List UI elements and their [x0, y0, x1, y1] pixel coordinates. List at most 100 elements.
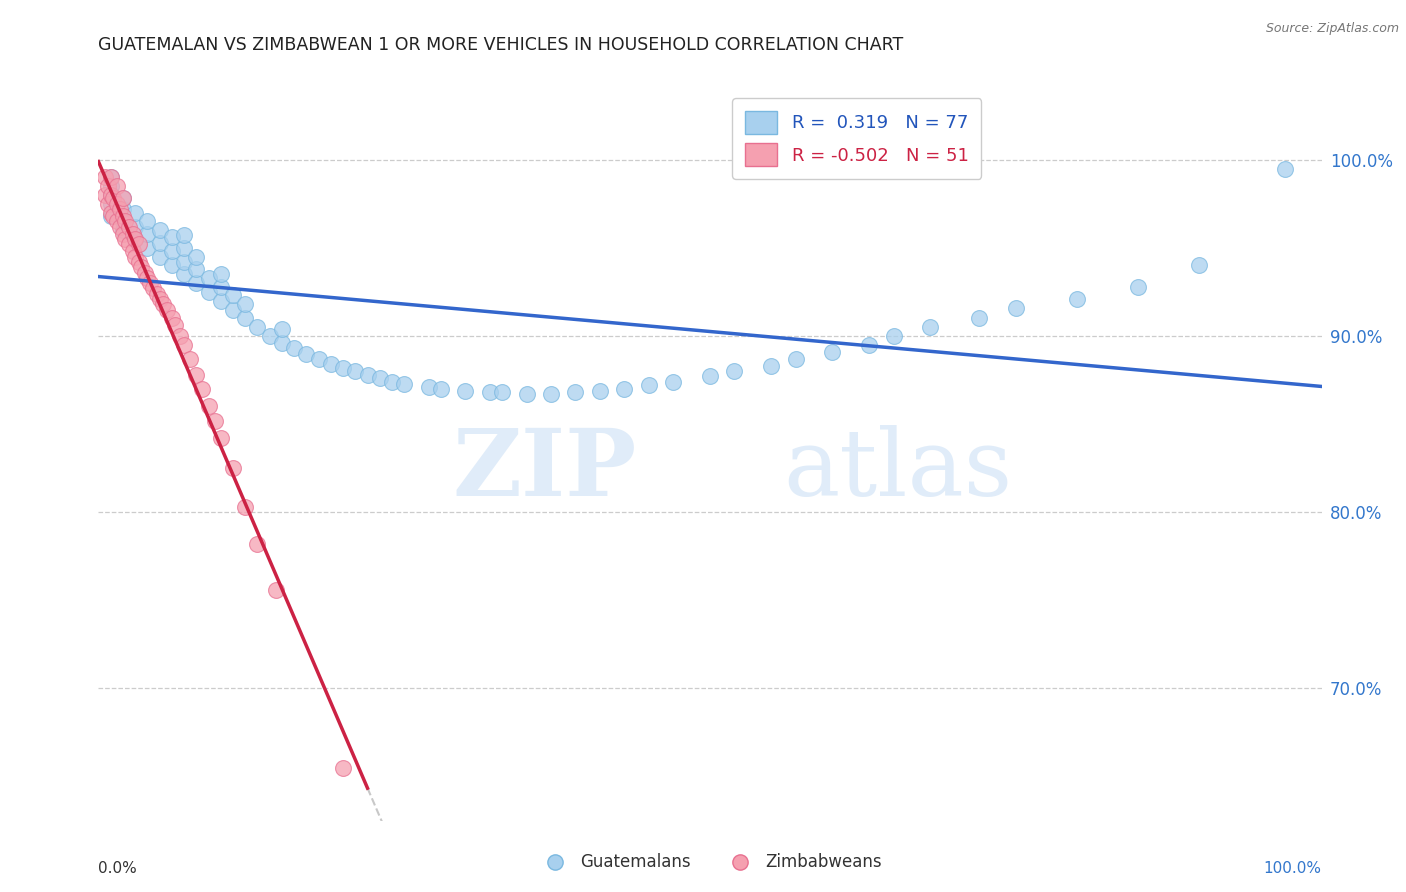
Point — [883, 329, 905, 343]
Point — [173, 338, 195, 352]
Point — [93, 170, 115, 185]
Point — [785, 351, 807, 366]
Point — [173, 228, 195, 243]
Point — [723, 364, 745, 378]
Point — [160, 259, 183, 273]
Point — [344, 364, 367, 378]
Point — [197, 285, 219, 299]
Point — [564, 385, 586, 400]
Point — [121, 227, 143, 241]
Point — [149, 292, 172, 306]
Point — [392, 376, 416, 391]
Point — [124, 232, 146, 246]
Point — [111, 202, 134, 216]
Point — [110, 202, 132, 216]
Point — [100, 170, 122, 185]
Point — [114, 214, 136, 228]
Point — [105, 214, 128, 228]
Point — [699, 369, 721, 384]
Point — [100, 188, 122, 202]
Point — [191, 382, 214, 396]
Text: GUATEMALAN VS ZIMBABWEAN 1 OR MORE VEHICLES IN HOUSEHOLD CORRELATION CHART: GUATEMALAN VS ZIMBABWEAN 1 OR MORE VEHIC… — [98, 36, 904, 54]
Point — [920, 320, 942, 334]
Point — [97, 179, 120, 194]
Point — [136, 241, 159, 255]
Point — [100, 196, 122, 211]
Point — [454, 384, 477, 398]
Point — [100, 188, 122, 202]
Point — [233, 297, 256, 311]
Point — [128, 237, 150, 252]
Point — [332, 761, 354, 775]
Point — [186, 262, 208, 277]
Point — [149, 235, 172, 250]
Text: atlas: atlas — [783, 425, 1012, 515]
Point — [1066, 292, 1088, 306]
Point — [149, 223, 172, 237]
Point — [1004, 301, 1026, 315]
Point — [246, 537, 269, 551]
Point — [111, 223, 134, 237]
Point — [197, 270, 219, 285]
Point — [204, 413, 226, 427]
Point — [270, 322, 294, 336]
Point — [97, 196, 120, 211]
Point — [381, 375, 404, 389]
Point — [259, 329, 281, 343]
Point — [118, 219, 141, 234]
Point — [418, 380, 440, 394]
Point — [1128, 279, 1150, 293]
Point — [1188, 259, 1211, 273]
Point — [124, 205, 146, 219]
Point — [136, 270, 159, 285]
Point — [160, 244, 183, 259]
Text: Source: ZipAtlas.com: Source: ZipAtlas.com — [1265, 22, 1399, 36]
Point — [197, 400, 219, 414]
Legend: Guatemalans, Zimbabweans: Guatemalans, Zimbabweans — [531, 847, 889, 878]
Point — [233, 500, 256, 514]
Point — [142, 281, 165, 295]
Point — [111, 209, 134, 223]
Point — [146, 286, 169, 301]
Point — [491, 385, 513, 400]
Point — [179, 351, 201, 366]
Point — [160, 230, 183, 244]
Point — [129, 260, 152, 275]
Point — [209, 431, 232, 445]
Point — [613, 382, 636, 396]
Point — [152, 297, 174, 311]
Point — [173, 241, 195, 255]
Point — [821, 344, 844, 359]
Point — [264, 582, 287, 597]
Point — [332, 360, 354, 375]
Point — [93, 188, 115, 202]
Point — [478, 385, 501, 400]
Point — [319, 357, 342, 371]
Point — [186, 250, 208, 264]
Point — [101, 192, 124, 206]
Point — [136, 214, 159, 228]
Point — [222, 302, 245, 317]
Point — [589, 384, 612, 398]
Point — [430, 382, 453, 396]
Point — [368, 371, 391, 385]
Point — [356, 368, 378, 382]
Point — [134, 265, 156, 279]
Point — [110, 219, 132, 234]
Point — [118, 237, 141, 252]
Point — [136, 227, 159, 241]
Point — [515, 387, 537, 401]
Text: ZIP: ZIP — [453, 425, 637, 515]
Point — [209, 279, 232, 293]
Point — [100, 179, 122, 194]
Point — [105, 179, 128, 194]
Point — [124, 219, 146, 234]
Point — [761, 359, 783, 373]
Point — [100, 205, 122, 219]
Point — [121, 244, 143, 259]
Point — [308, 351, 330, 366]
Point — [111, 192, 134, 206]
Point — [165, 318, 187, 333]
Point — [283, 341, 305, 355]
Text: 0.0%: 0.0% — [98, 861, 138, 876]
